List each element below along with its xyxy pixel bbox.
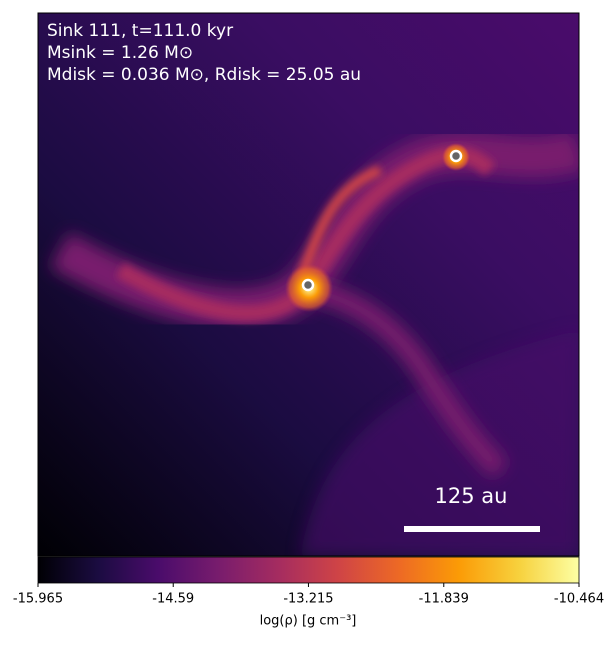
scale-bar-label: 125 au [435,484,508,508]
colorbar-tick-label: -11.839 [419,592,469,607]
annotation: Msink = 1.26 M⊙ [47,43,193,63]
colorbar-label: log(ρ) [g cm⁻³] [260,614,357,629]
colorbar-tick-label: -10.464 [554,592,604,607]
density-image [38,13,579,556]
colorbar-tick-label: -14.59 [152,592,194,607]
colorbar-tick-label: -15.965 [13,592,63,607]
annotation: Mdisk = 0.036 M⊙, Rdisk = 25.05 au [47,65,361,85]
colorbar [37,556,580,584]
colorbar-tick-label: -13.215 [283,592,333,607]
annotation: Sink 111, t=111.0 kyr [47,21,233,41]
plot-frame [37,12,580,557]
